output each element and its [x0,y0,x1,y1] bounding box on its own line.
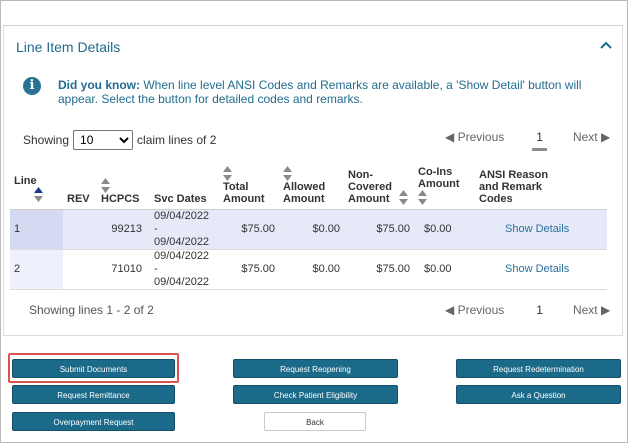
show-details-link[interactable]: Show Details [505,263,570,275]
col-rev[interactable]: REV [63,147,97,210]
cell-hcpcs: 99213 [97,209,150,250]
cell-noncovered: $75.00 [344,249,414,290]
request-remittance-button[interactable]: Request Remittance [12,385,175,404]
cell-total: $75.00 [219,209,279,250]
page-size-select[interactable]: 10 [73,130,134,150]
showing-suffix: claim lines of 2 [137,133,217,147]
cell-hcpcs: 71010 [97,249,150,290]
pager-top: ◀ Previous 1 Next ▶ [445,130,610,151]
next-label: Next [572,303,598,317]
cell-rev [63,249,97,290]
triangle-left-icon: ◀ [445,303,455,317]
col-coins-label: Co-Ins Amount [418,165,460,190]
check-patient-eligibility-button[interactable]: Check Patient Eligibility [233,385,398,404]
col-noncovered[interactable]: Non-Covered Amount [344,147,414,210]
cell-coins: $0.00 [414,209,475,250]
col-hcpcs-label: HCPCS [101,192,140,205]
col-line-label: Line [14,174,37,187]
overpayment-request-button[interactable]: Overpayment Request [12,412,175,431]
col-svc-dates[interactable]: Svc Dates [150,147,219,210]
next-label: Next [572,130,598,144]
sort-icon[interactable] [399,189,409,205]
sort-icon[interactable] [101,177,110,193]
col-allowed-label: Allowed Amount [283,180,326,205]
triangle-left-icon: ◀ [445,130,455,144]
submit-documents-button[interactable]: Submit Documents [12,359,175,378]
next-page-link[interactable]: Next ▶ [573,303,610,317]
cell-line: 2 [10,249,63,290]
previous-page-link[interactable]: ◀ Previous [445,130,504,144]
col-hcpcs[interactable]: HCPCS [97,147,150,210]
show-details-link[interactable]: Show Details [505,223,570,235]
table-row[interactable]: 1 99213 09/04/2022 - 09/04/2022 $75.00 $… [10,209,607,250]
col-ansi-label: ANSI Reason and Remark Codes [479,168,549,205]
sort-icon[interactable] [34,186,43,205]
col-ansi: ANSI Reason and Remark Codes [475,147,607,210]
triangle-right-icon: ▶ [600,303,611,317]
svc-end: 09/04/2022 [154,235,210,248]
cell-total: $75.00 [219,249,279,290]
notice-text: Did you know: When line level ANSI Codes… [58,78,598,106]
line-item-details-panel: Line Item Details i Did you know: When l… [3,25,623,336]
col-total[interactable]: Total Amount [219,147,279,210]
submit-documents-highlight [8,353,179,383]
table-row[interactable]: 2 71010 09/04/2022 - 09/04/2022 $75.00 $… [10,249,607,290]
next-page-link[interactable]: Next ▶ [573,130,610,144]
col-allowed[interactable]: Allowed Amount [279,147,344,210]
svc-end: 09/04/2022 [154,275,210,288]
chevron-up-icon[interactable] [600,40,612,50]
cell-ansi: Show Details [475,209,607,250]
current-page[interactable]: 1 [536,303,543,317]
page-size-control: Showing 10 claim lines of 2 [23,130,216,150]
request-reopening-button[interactable]: Request Reopening [233,359,398,378]
col-coins[interactable]: Co-Ins Amount [414,147,475,210]
cell-allowed: $0.00 [279,209,344,250]
sort-icon[interactable] [418,189,427,205]
cell-svc-dates: 09/04/2022 - 09/04/2022 [150,249,219,290]
notice-body: When line level ANSI Codes and Remarks a… [58,78,582,106]
line-items-table: Line REV HCPCS Svc Dates Total Amount [10,147,607,290]
cell-ansi: Show Details [475,249,607,290]
request-redetermination-button[interactable]: Request Redetermination [456,359,621,378]
cell-coins: $0.00 [414,249,475,290]
current-page[interactable]: 1 [532,130,547,151]
cell-rev [63,209,97,250]
showing-prefix: Showing [23,133,70,147]
notice-bold: Did you know: [58,78,140,92]
col-line[interactable]: Line [10,147,63,210]
pager-bottom: ◀ Previous 1 Next ▶ [445,303,610,317]
col-svc-label: Svc Dates [154,192,207,205]
col-rev-label: REV [67,192,90,205]
svc-start: 09/04/2022 - [154,209,210,235]
cell-noncovered: $75.00 [344,209,414,250]
back-button[interactable]: Back [264,412,366,431]
table-header-row: Line REV HCPCS Svc Dates Total Amount [10,147,607,210]
info-icon: i [23,77,41,95]
ask-a-question-button[interactable]: Ask a Question [456,385,621,404]
sort-icon[interactable] [223,165,232,181]
cell-svc-dates: 09/04/2022 - 09/04/2022 [150,209,219,250]
col-noncovered-label: Non-Covered Amount [348,168,393,205]
previous-label: Previous [457,130,505,144]
previous-label: Previous [457,303,505,317]
sort-icon[interactable] [283,165,292,181]
previous-page-link[interactable]: ◀ Previous [445,303,504,317]
triangle-right-icon: ▶ [600,130,611,144]
cell-line: 1 [10,209,63,250]
col-total-label: Total Amount [223,180,265,205]
lines-status: Showing lines 1 - 2 of 2 [29,303,154,317]
panel-title: Line Item Details [16,39,121,55]
svc-start: 09/04/2022 - [154,249,210,275]
cell-allowed: $0.00 [279,249,344,290]
